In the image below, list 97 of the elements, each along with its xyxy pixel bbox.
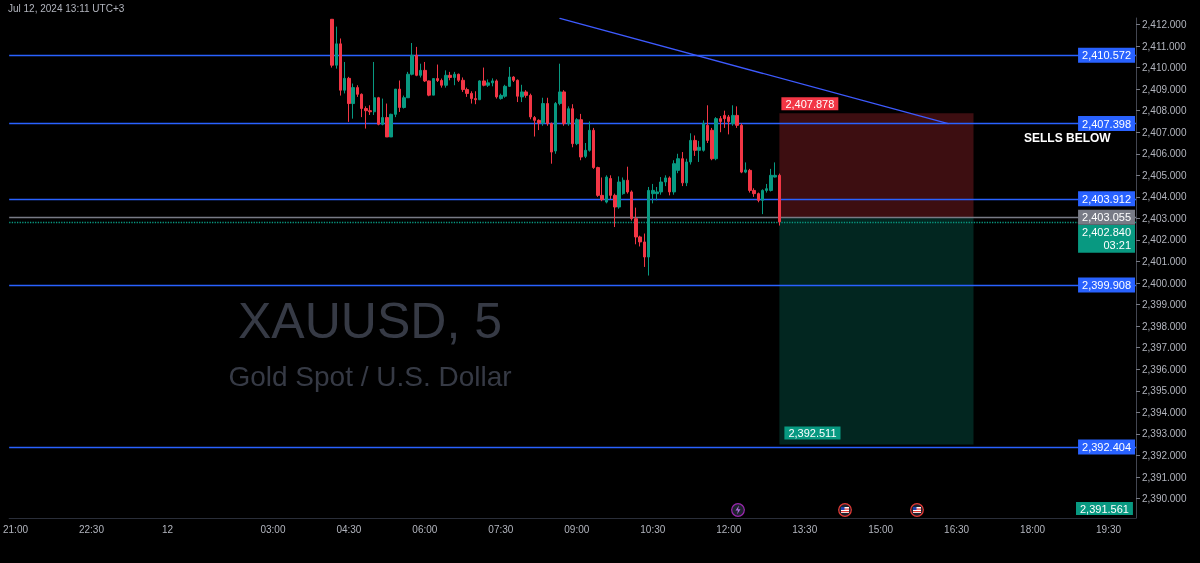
y-tick-label: 2,406.000 [1142,148,1187,160]
candlestick [495,78,498,100]
ref-line-label: 2,403.912 [1082,192,1131,205]
candlestick [398,80,401,113]
candlestick [351,83,355,120]
x-tick-label: 03:00 [260,523,286,535]
y-tick-label: 2,399.000 [1142,299,1187,311]
y-tick-label: 2,390.000 [1142,493,1187,505]
x-tick-label: 18:00 [1020,523,1046,535]
candlestick [516,78,519,103]
y-tick-label: 2,408.000 [1142,105,1187,117]
candlestick [731,104,735,127]
candlestick [381,98,384,126]
candlestick [373,61,376,116]
candlestick [605,174,608,204]
y-tick-label: 2,400.000 [1142,277,1187,289]
candlestick [748,168,752,194]
y-tick-label: 2,411.000 [1142,40,1187,52]
x-tick-label: 04:30 [336,523,362,535]
candlestick [335,26,338,70]
candlestick [693,134,697,157]
y-tick-label: 2,398.000 [1142,320,1187,332]
candlestick [681,151,684,187]
candlestick [432,78,435,96]
y-tick-label: 2,395.000 [1142,385,1187,397]
y-tick-label: 2,403.000 [1142,212,1187,224]
annotation: SELLS BELOW [1024,131,1112,145]
candlestick [778,173,781,227]
x-tick-label: 12:00 [716,523,742,535]
candlestick [617,175,621,210]
candlestick [474,90,477,105]
band-label: 2,407.878 [785,97,835,110]
candlestick [567,105,570,127]
y-tick-label: 2,410.000 [1142,62,1187,74]
candlestick [461,76,465,93]
text: XAUUSD, 5 [238,293,502,349]
x-tick-label: 22:30 [78,523,105,535]
ref-line-label: 2,410.572 [1082,49,1131,62]
candlestick [339,37,342,97]
x-tick-label: 16:30 [944,523,970,535]
y-tick-label: 2,405.000 [1142,169,1187,181]
candlestick [347,76,351,123]
candlestick [478,79,481,101]
candlestick [719,115,722,133]
y-tick-label: 2,392.000 [1142,450,1187,461]
candlestick [727,114,730,135]
y-tick-label: 2,407.000 [1142,126,1187,138]
text: Jul 12, 2024 13:11 UTC+3 [8,2,125,14]
candlestick [562,89,566,127]
y-tick-label: 2,409.000 [1142,83,1187,95]
candlestick [453,71,456,86]
candlestick [571,103,574,148]
x-tick-label: 21:00 [2,523,29,535]
ref-line-label: 2,402.840 03:21 [1082,226,1131,252]
candlestick [486,78,490,88]
y-tick-label: 2,396.000 [1142,363,1187,375]
y-tick-label: 2,412.000 [1142,18,1187,30]
x-tick-label: 12 [161,523,174,535]
candlestick [377,96,380,126]
x-tick-label: 09:00 [564,523,590,535]
band-label: 2,392.511 [788,426,837,439]
candlestick [575,117,579,146]
y-tick-label: 2,404.000 [1142,191,1187,203]
candlestick [520,84,524,103]
y-tick-label: 2,401.000 [1142,256,1187,268]
candlestick [343,61,346,94]
ref-line-label: 2,407.398 [1082,117,1131,130]
text: Gold Spot / U.S. Dollar [228,360,512,392]
candlestick [330,18,334,69]
y-tick-label: 2,391.000 [1142,471,1187,483]
candlestick [714,116,718,161]
x-tick-label: 13:30 [792,523,818,535]
ref-line-label: 2,399.908 [1082,279,1131,292]
candlestick [385,103,389,138]
y-tick-label: 2,402.000 [1142,234,1187,246]
ref-line-label: 2,392.404 [1082,440,1131,453]
candlestick [668,175,671,196]
candlestick [448,71,452,81]
x-tick-label: 10:30 [640,523,666,535]
annotation: 2,391.561 [1080,502,1129,515]
candlestick [744,161,747,174]
ref-line-label: 2,403.055 [1082,211,1131,224]
x-tick-label: 06:00 [412,523,438,535]
x-tick-label: 19:30 [1096,523,1122,535]
candlestick [415,46,418,77]
y-tick-label: 2,393.000 [1142,428,1187,440]
candlestick [419,63,422,78]
candlestick [761,188,764,215]
candlestick [579,113,583,161]
x-tick-label: 15:00 [868,523,894,535]
candlestick [444,69,448,89]
candlestick [541,97,545,127]
y-tick-label: 2,397.000 [1142,342,1187,354]
candlestick [482,67,486,87]
y-tick-label: 2,394.000 [1142,406,1187,418]
x-tick-label: 07:30 [488,523,514,535]
candlestick [659,176,663,196]
